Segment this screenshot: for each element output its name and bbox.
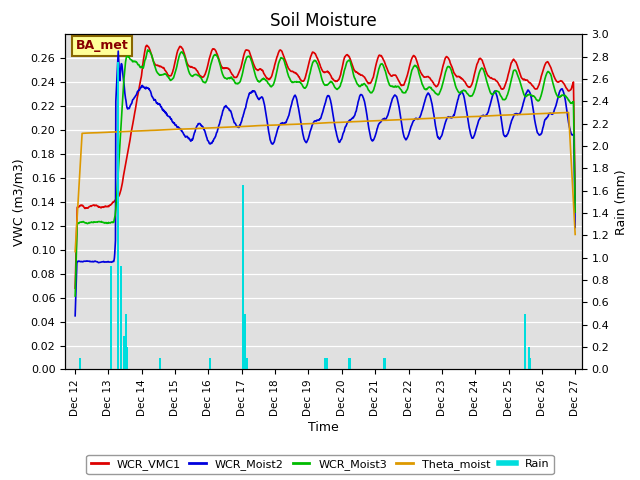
Bar xyxy=(384,359,386,370)
Bar xyxy=(125,313,127,370)
Bar xyxy=(159,359,161,370)
Bar xyxy=(124,336,125,370)
Y-axis label: VWC (m3/m3): VWC (m3/m3) xyxy=(12,158,25,246)
Bar xyxy=(383,359,385,370)
Bar xyxy=(529,359,531,370)
Title: Soil Moisture: Soil Moisture xyxy=(270,12,377,30)
Bar xyxy=(246,359,248,370)
Bar xyxy=(120,265,122,370)
Bar xyxy=(348,359,349,370)
Bar xyxy=(118,62,120,370)
X-axis label: Time: Time xyxy=(308,421,339,434)
Text: BA_met: BA_met xyxy=(76,39,128,52)
Bar xyxy=(209,359,211,370)
Bar xyxy=(79,359,81,370)
Y-axis label: Rain (mm): Rain (mm) xyxy=(615,169,628,235)
Legend: WCR_VMC1, WCR_Moist2, WCR_Moist3, Theta_moist, Rain: WCR_VMC1, WCR_Moist2, WCR_Moist3, Theta_… xyxy=(86,455,554,474)
Bar xyxy=(324,359,326,370)
Bar xyxy=(326,359,328,370)
Bar xyxy=(527,347,529,370)
Bar xyxy=(524,313,526,370)
Bar xyxy=(349,359,351,370)
Bar xyxy=(110,265,112,370)
Bar xyxy=(127,347,129,370)
Bar xyxy=(242,185,244,370)
Bar xyxy=(244,313,246,370)
